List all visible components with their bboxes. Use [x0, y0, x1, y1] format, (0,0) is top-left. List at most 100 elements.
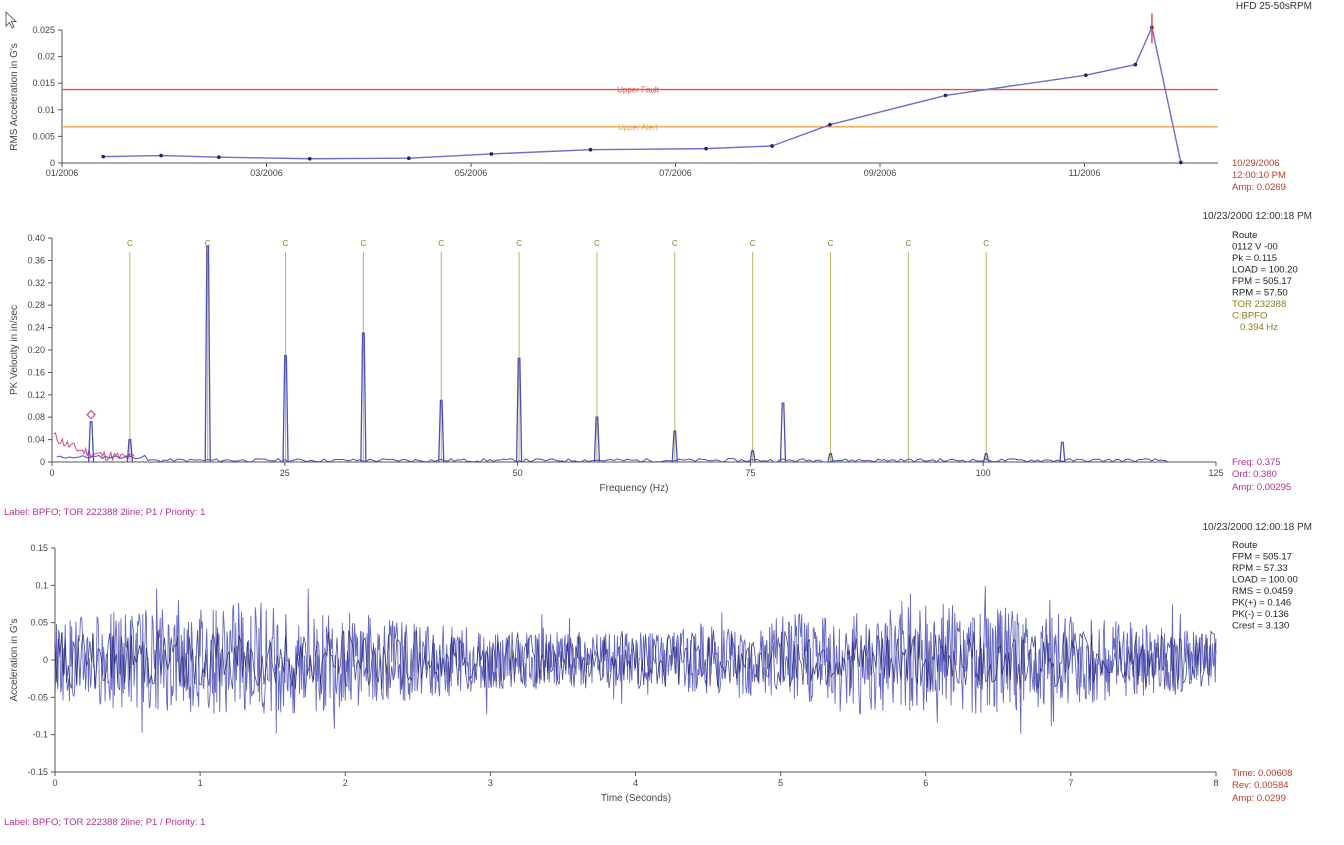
spectrum-peak	[87, 421, 95, 463]
spectrum-chart: 10/23/2000 12:00:18 PM PK Velocity in in…	[4, 211, 1312, 518]
waveform-readout-rev: Rev: 0.00584	[1232, 780, 1289, 791]
waveform-ylabel: Acceleration in G's	[9, 618, 20, 701]
waveform-info-line: RPM = 57.33	[1232, 563, 1288, 574]
waveform-y-tick-label: -0.1	[32, 730, 48, 740]
spectrum-harmonic-marker: C	[361, 239, 367, 248]
spectrum-x-tick-label: 50	[513, 468, 523, 478]
waveform-chart: 10/23/2000 12:00:18 PM Acceleration in G…	[4, 522, 1312, 828]
spectrum-y-tick-label: 0	[40, 457, 45, 467]
waveform-y-tick-label: 0.15	[30, 543, 48, 553]
trend-readout: 10/29/2006 12:00:10 PM Amp: 0.0269	[1232, 158, 1286, 193]
spectrum-readout-amp: Amp: 0.00295	[1232, 482, 1291, 493]
spectrum-y-tick-label: 0.12	[27, 390, 45, 400]
header-title: HFD 25-50sRPM	[1236, 1, 1312, 12]
spectrum-cursor-diamond	[86, 409, 96, 420]
trend-point	[217, 155, 221, 159]
trend-point	[101, 154, 106, 159]
spectrum-y-tick-label: 0.40	[27, 233, 45, 243]
trend-readout-amp: Amp: 0.0269	[1232, 182, 1286, 193]
spectrum-peak	[749, 450, 756, 463]
spectrum-harmonic-marker: C	[438, 239, 444, 248]
spectrum-harmonic-marker: C	[672, 239, 678, 248]
spectrum-harmonic-marker: C	[127, 239, 133, 248]
spectrum-timestamp: 10/23/2000 12:00:18 PM	[1202, 211, 1312, 222]
waveform-y-tick-label: 0	[43, 655, 48, 665]
waveform-x-tick-label: 2	[343, 778, 348, 788]
spectrum-y-tick-label: 0.24	[27, 323, 45, 333]
spectrum-info-fault-line: 0.394 Hz	[1240, 322, 1278, 333]
spectrum-xlabel: Frequency (Hz)	[600, 483, 669, 494]
waveform-label-line: Label: BPFO; TOR 222388 2line; P1 / Prio…	[4, 817, 205, 828]
spectrum-peak	[671, 430, 678, 463]
spectrum-info-line: LOAD = 100.20	[1232, 265, 1298, 276]
trend-y-tick-label: 0.01	[37, 105, 55, 115]
spectrum-peak	[983, 452, 990, 463]
trend-x-tick-label: 09/2006	[864, 168, 897, 178]
spectrum-peak	[438, 399, 445, 463]
spectrum-readout: Freq: 0.375 Ord: 0.380 Amp: 0.00295	[1232, 457, 1291, 493]
trend-x-tick-label: 11/2006	[1069, 168, 1101, 178]
spectrum-y-tick-label: 0.36	[27, 255, 45, 265]
trend-y-tick-label: 0	[50, 158, 55, 168]
spectrum-y-tick-label: 0.20	[27, 345, 45, 355]
spectrum-overlay-line	[53, 432, 135, 461]
trend-point	[1084, 73, 1088, 78]
waveform-readout-time: Time: 0.00608	[1232, 768, 1292, 779]
spectrum-info-line: Pk = 0.115	[1232, 253, 1277, 264]
trend-point	[770, 144, 774, 148]
waveform-y-tick-label: 0.1	[35, 580, 48, 590]
trend-y-tick-label: 0.005	[32, 131, 55, 141]
waveform-info-line: Crest = 3.130	[1232, 621, 1289, 632]
trend-y-tick-label: 0.025	[32, 25, 55, 35]
waveform-y-tick-label: 0.05	[30, 618, 48, 628]
waveform-x-tick-label: 8	[1213, 778, 1218, 788]
trend-alarm-label: Upper Fault	[617, 86, 660, 95]
spectrum-y-tick-label: 0.08	[27, 412, 45, 422]
spectrum-peak	[282, 354, 289, 463]
spectrum-info-fault-line: C:BPFO	[1232, 311, 1267, 322]
spectrum-peak	[360, 332, 367, 463]
trend-x-tick-label: 03/2006	[250, 168, 283, 178]
spectrum-info-line: FPM = 505.17	[1232, 276, 1292, 287]
pointer-icon	[5, 10, 18, 29]
spectrum-y-tick-label: 0.16	[27, 367, 45, 377]
waveform-x-tick-label: 3	[488, 778, 493, 788]
spectrum-info-line: RPM = 57.50	[1232, 288, 1288, 299]
waveform-y-tick-label: -0.05	[27, 692, 48, 702]
trend-point	[307, 156, 312, 161]
trend-readout-date: 10/29/2006	[1232, 158, 1280, 169]
waveform-info-line: Route	[1232, 540, 1257, 551]
trend-series-line	[103, 25, 1182, 163]
spectrum-harmonic-marker: C	[983, 239, 989, 248]
spectrum-x-tick-label: 0	[49, 468, 54, 478]
waveform-series-line	[54, 586, 1217, 734]
waveform-x-tick-label: 0	[52, 778, 57, 788]
spectrum-harmonic-marker: C	[594, 239, 600, 248]
trend-readout-time: 12:00:10 PM	[1232, 170, 1286, 181]
spectrum-peak	[593, 416, 601, 463]
spectrum-harmonic-marker: C	[828, 239, 834, 248]
spectrum-harmonic-marker: C	[750, 239, 756, 248]
trend-y-tick-label: 0.02	[37, 52, 55, 62]
trend-point	[1133, 62, 1138, 67]
trend-x-tick-label: 01/2006	[46, 168, 79, 178]
waveform-info-line: PK(+) = 0.146	[1232, 598, 1291, 609]
spectrum-readout-freq: Freq: 0.375	[1232, 457, 1281, 468]
trend-y-tick-label: 0.015	[32, 78, 55, 88]
trend-point	[588, 147, 593, 152]
spectrum-harmonic-marker: C	[516, 239, 522, 248]
trend-alarm-label: Upper Alert	[618, 123, 659, 132]
spectrum-peak	[515, 357, 523, 463]
spectrum-harmonic-marker: C	[905, 239, 911, 248]
waveform-readout-amp: Amp: 0.0299	[1232, 793, 1286, 804]
waveform-xlabel: Time (Seconds)	[601, 793, 671, 804]
waveform-info-line: LOAD = 100.00	[1232, 575, 1298, 586]
spectrum-harmonic-marker: C	[205, 239, 211, 248]
spectrum-peak	[126, 438, 133, 463]
spectrum-ylabel: PK Velocity in in/sec	[9, 305, 20, 395]
trend-point	[489, 152, 494, 156]
trend-chart: RMS Acceleration in G's 0 0.005 0.01 0.015 0…	[9, 13, 1286, 193]
spectrum-x-tick-label: 75	[745, 468, 755, 478]
trend-x-tick-label: 05/2006	[455, 168, 488, 178]
spectrum-harmonic-marker: C	[283, 239, 289, 248]
